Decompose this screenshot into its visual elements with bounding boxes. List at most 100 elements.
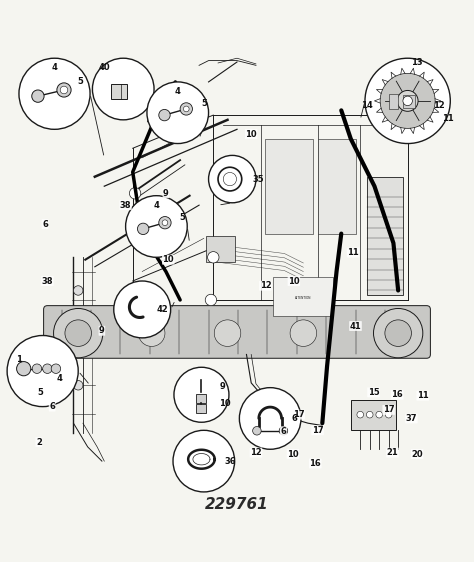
- Circle shape: [214, 320, 241, 346]
- Text: 35: 35: [253, 175, 264, 184]
- Circle shape: [162, 220, 168, 225]
- Circle shape: [147, 82, 209, 143]
- Text: 11: 11: [442, 115, 454, 124]
- Text: 10: 10: [163, 255, 174, 264]
- Circle shape: [159, 110, 170, 121]
- Text: 6: 6: [49, 402, 55, 411]
- Circle shape: [366, 411, 373, 418]
- Text: 4: 4: [56, 374, 62, 383]
- Circle shape: [385, 411, 392, 418]
- Text: 14: 14: [362, 101, 373, 110]
- Circle shape: [279, 427, 288, 435]
- Text: 11: 11: [347, 248, 359, 257]
- Circle shape: [92, 58, 154, 120]
- Polygon shape: [380, 74, 435, 128]
- Circle shape: [114, 281, 171, 338]
- Circle shape: [180, 103, 192, 115]
- FancyBboxPatch shape: [196, 394, 206, 404]
- Text: 42: 42: [156, 305, 168, 314]
- Text: 16: 16: [392, 390, 403, 399]
- Circle shape: [374, 309, 423, 358]
- Circle shape: [403, 96, 412, 106]
- Circle shape: [397, 90, 418, 111]
- Text: 13: 13: [411, 57, 423, 66]
- Circle shape: [32, 364, 42, 373]
- Text: 5: 5: [201, 99, 207, 108]
- Circle shape: [174, 368, 229, 422]
- FancyBboxPatch shape: [273, 277, 333, 316]
- Text: 1: 1: [16, 355, 22, 364]
- Circle shape: [223, 173, 237, 185]
- Circle shape: [57, 83, 71, 97]
- Text: 10: 10: [288, 277, 300, 285]
- Text: 6: 6: [281, 427, 286, 436]
- Text: ATTENTION: ATTENTION: [295, 296, 311, 300]
- Text: 2: 2: [36, 438, 42, 447]
- Circle shape: [129, 188, 141, 199]
- Circle shape: [73, 333, 83, 343]
- Text: 9: 9: [220, 382, 226, 391]
- Circle shape: [137, 223, 149, 234]
- Text: 5: 5: [180, 212, 185, 221]
- Circle shape: [209, 155, 256, 203]
- Circle shape: [253, 427, 261, 435]
- Text: 12: 12: [260, 281, 271, 290]
- FancyBboxPatch shape: [367, 176, 403, 295]
- Circle shape: [290, 320, 317, 346]
- Circle shape: [73, 285, 83, 295]
- Text: 38: 38: [120, 201, 131, 210]
- Circle shape: [60, 86, 68, 94]
- Circle shape: [43, 364, 52, 373]
- Circle shape: [65, 320, 91, 346]
- Circle shape: [159, 216, 171, 229]
- Circle shape: [385, 320, 411, 346]
- Text: 9: 9: [163, 189, 169, 198]
- Text: 38: 38: [42, 277, 53, 285]
- Text: 17: 17: [312, 426, 323, 435]
- Circle shape: [126, 196, 187, 257]
- Text: 17: 17: [383, 405, 394, 414]
- Text: 11: 11: [417, 391, 428, 400]
- Circle shape: [205, 294, 217, 306]
- FancyBboxPatch shape: [265, 139, 313, 234]
- Text: 10: 10: [219, 399, 231, 408]
- Text: 10: 10: [246, 130, 257, 139]
- Text: 20: 20: [411, 450, 423, 459]
- Text: 10: 10: [287, 450, 299, 459]
- Text: 4: 4: [175, 87, 181, 96]
- FancyBboxPatch shape: [206, 236, 235, 262]
- Text: 5: 5: [37, 388, 43, 397]
- Circle shape: [183, 106, 189, 112]
- Text: 12: 12: [433, 101, 444, 110]
- Text: 6: 6: [42, 220, 48, 229]
- Circle shape: [138, 320, 165, 346]
- Circle shape: [376, 411, 383, 418]
- Text: 4: 4: [154, 201, 159, 210]
- FancyBboxPatch shape: [403, 95, 415, 108]
- Circle shape: [173, 430, 235, 492]
- FancyBboxPatch shape: [111, 84, 127, 99]
- Text: 15: 15: [368, 388, 379, 397]
- Text: 229761: 229761: [205, 497, 269, 512]
- Text: 17: 17: [293, 410, 304, 419]
- Circle shape: [365, 58, 450, 143]
- Text: 9: 9: [99, 327, 105, 336]
- Text: 6: 6: [292, 414, 298, 423]
- Text: 40: 40: [99, 63, 110, 72]
- Text: 37: 37: [406, 414, 417, 423]
- FancyBboxPatch shape: [318, 139, 356, 234]
- Text: 36: 36: [224, 456, 236, 466]
- Circle shape: [19, 58, 90, 129]
- Text: 5: 5: [78, 78, 83, 87]
- Circle shape: [54, 309, 103, 358]
- Circle shape: [7, 336, 78, 407]
- Text: 12: 12: [250, 448, 262, 457]
- Circle shape: [208, 252, 219, 263]
- Circle shape: [357, 411, 364, 418]
- FancyBboxPatch shape: [44, 306, 430, 358]
- Text: 21: 21: [387, 448, 398, 457]
- Circle shape: [51, 364, 61, 373]
- Text: 41: 41: [350, 321, 361, 330]
- FancyBboxPatch shape: [351, 400, 396, 430]
- Text: 16: 16: [310, 459, 321, 468]
